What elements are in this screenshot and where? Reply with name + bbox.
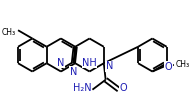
- Text: O: O: [165, 62, 173, 72]
- Text: CH₃: CH₃: [2, 28, 16, 38]
- Text: N: N: [106, 61, 113, 71]
- Text: N: N: [70, 67, 77, 77]
- Text: H₂N: H₂N: [73, 83, 91, 93]
- Text: NH: NH: [82, 58, 97, 68]
- Text: O: O: [120, 83, 127, 93]
- Text: CH₃: CH₃: [176, 60, 189, 69]
- Text: N: N: [57, 58, 65, 68]
